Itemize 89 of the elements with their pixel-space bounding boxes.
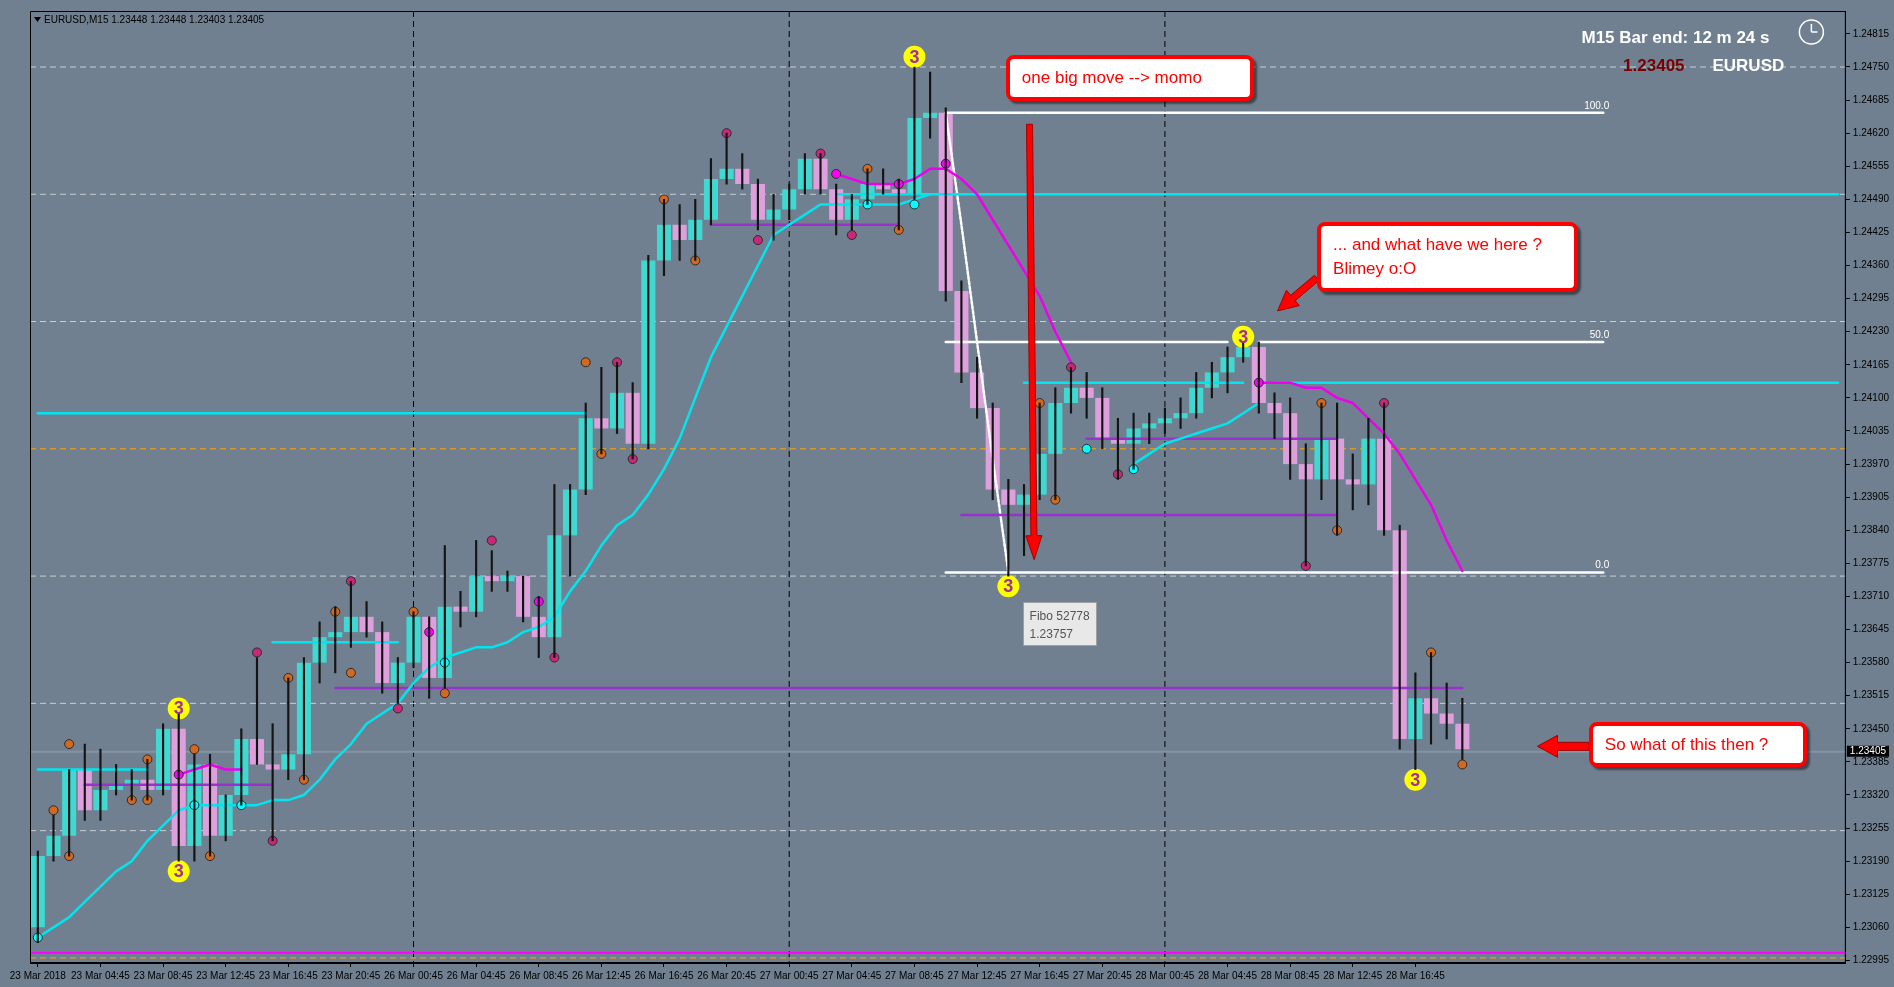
annotation: ... and what have we here ? Blimey o:O	[1333, 234, 1542, 280]
x-tick-label: 26 Mar 00:45	[384, 969, 444, 981]
series-label: 50.0	[1589, 328, 1610, 340]
series-label: 0.0	[1595, 559, 1610, 571]
x-tick-label: 28 Mar 04:45	[1198, 969, 1258, 981]
x-tick-label: 27 Mar 00:45	[759, 969, 820, 981]
point	[392, 703, 403, 714]
annotation: Fibo 52778 1.23757	[1029, 609, 1090, 641]
x-tick-label: 28 Mar 12:45	[1323, 969, 1383, 981]
annotation: M15 Bar end: 12 m 24 s	[1581, 26, 1770, 48]
x-tick-label: 27 Mar 20:45	[1072, 969, 1133, 981]
x-tick-label: 23 Mar 16:45	[258, 969, 319, 981]
series-label: 100.0	[1584, 99, 1610, 111]
y-tick-label: 1.23320	[1852, 788, 1890, 800]
y-tick-label: 1.23645	[1852, 623, 1890, 635]
y-tick-label: 1.23840	[1852, 524, 1890, 536]
text: 3	[1003, 576, 1014, 597]
x-tick-label: 23 Mar 12:45	[196, 969, 256, 981]
y-tick-label: 1.23060	[1852, 921, 1890, 933]
point	[48, 805, 59, 816]
point	[486, 535, 497, 546]
y-tick-label: 1.24425	[1852, 226, 1890, 238]
y-tick-label: 1.24100	[1852, 391, 1890, 403]
x-tick-label: 26 Mar 12:45	[571, 969, 632, 981]
text: 3	[909, 46, 920, 67]
text: 3	[1410, 769, 1421, 790]
y-tick-label: 1.22995	[1852, 954, 1890, 966]
tooltip-box: Fibo 52778 1.23757	[1022, 602, 1097, 646]
y-tick-label: 1.23385	[1852, 755, 1890, 767]
annotation: EURUSD	[1712, 54, 1785, 76]
y-tick-label: 1.23190	[1852, 854, 1890, 866]
x-tick-label: 23 Mar 2018	[9, 969, 67, 981]
y-tick-label: 1.24555	[1852, 160, 1890, 172]
y-tick-label: 1.24750	[1852, 60, 1890, 72]
x-tick-label: 26 Mar 16:45	[634, 969, 694, 981]
y-tick-label: 1.24295	[1852, 292, 1890, 304]
callout-box: ... and what have we here ? Blimey o:O	[1317, 222, 1579, 292]
point	[846, 230, 857, 240]
y-tick-label: 1.23775	[1852, 557, 1890, 569]
x-tick-label: 27 Mar 12:45	[947, 969, 1007, 981]
point	[1081, 443, 1092, 454]
annotation: 1.23405	[1623, 54, 1685, 76]
x-tick-label: 28 Mar 08:45	[1260, 969, 1321, 981]
point	[580, 357, 591, 368]
y-tick-label: 1.23580	[1852, 656, 1890, 668]
y-tick-label: 1.23710	[1852, 590, 1890, 602]
y-tick-label: 1.23970	[1852, 457, 1890, 469]
point	[439, 688, 450, 699]
callout-box: So what of this then ?	[1588, 722, 1807, 767]
chart-title: EURUSD,M15 1.23448 1.23448 1.23403 1.23405	[44, 13, 265, 25]
x-tick-label: 27 Mar 08:45	[884, 969, 945, 981]
x-tick-label: 27 Mar 16:45	[1010, 969, 1070, 981]
x-tick-label: 27 Mar 04:45	[822, 969, 882, 981]
y-tick-label: 1.24620	[1852, 126, 1890, 138]
x-tick-label: 23 Mar 08:45	[133, 969, 193, 981]
point	[64, 739, 75, 750]
y-tick-label: 1.24815	[1852, 27, 1890, 39]
x-tick-label: 23 Mar 20:45	[321, 969, 381, 981]
y-tick-label: 1.23255	[1852, 821, 1890, 833]
ref-line-label: 1.23405	[1849, 745, 1887, 757]
x-tick-label: 26 Mar 20:45	[697, 969, 757, 981]
series-label: 3	[173, 698, 184, 719]
point	[251, 647, 262, 658]
point	[1457, 759, 1468, 770]
point	[909, 199, 920, 210]
series-label: 3	[173, 861, 184, 882]
point	[189, 744, 200, 755]
x-tick-label: 26 Mar 08:45	[509, 969, 569, 981]
point	[345, 667, 356, 678]
y-tick-label: 1.24230	[1852, 325, 1890, 337]
y-tick-label: 1.24165	[1852, 358, 1890, 370]
text: 3	[1238, 326, 1249, 347]
x-tick-label: 23 Mar 04:45	[70, 969, 131, 981]
y-tick-label: 1.24035	[1852, 424, 1890, 436]
y-tick-label: 1.23125	[1852, 888, 1890, 900]
callout-box: one big move --> momo	[1005, 55, 1254, 101]
point	[831, 168, 842, 179]
point	[752, 235, 763, 246]
y-tick-label: 1.23450	[1852, 722, 1890, 734]
x-tick-label: 26 Mar 04:45	[446, 969, 507, 981]
x-tick-label: 28 Mar 16:45	[1385, 969, 1446, 981]
y-tick-label: 1.24360	[1852, 259, 1890, 271]
x-tick-label: 28 Mar 00:45	[1135, 969, 1195, 981]
y-tick-label: 1.24685	[1852, 93, 1890, 105]
annotation: So what of this then ?	[1604, 733, 1769, 756]
y-tick-label: 1.23515	[1852, 689, 1890, 701]
y-tick-label: 1.24490	[1852, 193, 1890, 205]
y-tick-label: 1.23905	[1852, 490, 1890, 502]
annotation: one big move --> momo	[1021, 67, 1202, 89]
